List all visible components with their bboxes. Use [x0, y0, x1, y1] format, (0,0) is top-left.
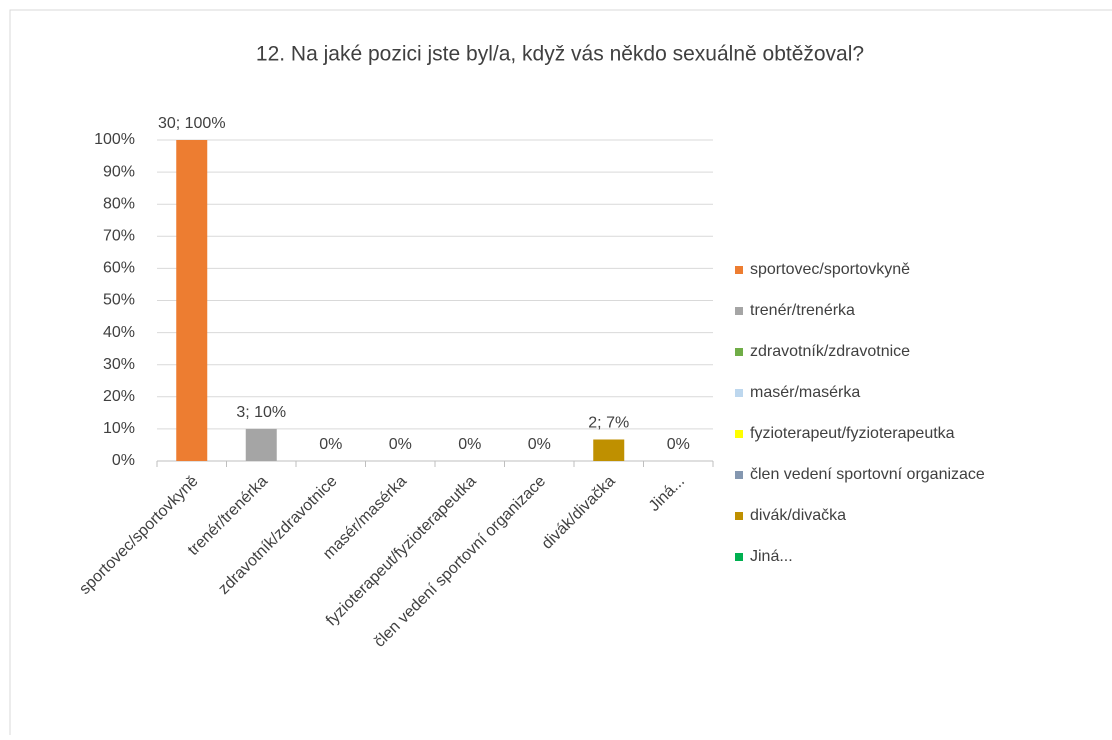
- y-tick-label: 20%: [103, 388, 135, 405]
- y-tick-label: 30%: [103, 356, 135, 373]
- bar: [245, 428, 277, 461]
- y-tick-label: 100%: [94, 131, 135, 148]
- y-tick-label: 40%: [103, 324, 135, 341]
- data-label: 0%: [528, 436, 551, 453]
- data-label: 0%: [667, 436, 690, 453]
- legend-swatch: [735, 348, 743, 356]
- legend-swatch: [735, 471, 743, 479]
- y-tick-label: 0%: [112, 452, 135, 469]
- legend-swatch: [735, 389, 743, 397]
- legend-label: sportovec/sportovkyně: [750, 261, 910, 278]
- legend-label: divák/divačka: [750, 507, 846, 524]
- y-tick-label: 50%: [103, 292, 135, 309]
- chart-title: 12. Na jaké pozici jste byl/a, když vás …: [256, 43, 864, 66]
- data-label: 30; 100%: [158, 115, 226, 132]
- y-tick-label: 90%: [103, 163, 135, 180]
- data-label: 3; 10%: [236, 404, 286, 421]
- legend-swatch: [735, 430, 743, 438]
- legend-label: masér/masérka: [750, 384, 860, 401]
- data-label: 0%: [458, 436, 481, 453]
- legend-swatch: [735, 307, 743, 315]
- data-label: 0%: [389, 436, 412, 453]
- bar: [176, 140, 208, 461]
- data-label: 2; 7%: [588, 415, 629, 432]
- legend-label: trenér/trenérka: [750, 302, 855, 319]
- legend-label: Jiná...: [750, 548, 793, 565]
- legend-label: člen vedení sportovní organizace: [750, 466, 985, 483]
- legend-label: fyzioterapeut/fyzioterapeutka: [750, 425, 955, 442]
- y-tick-label: 70%: [103, 228, 135, 245]
- data-label: 0%: [319, 436, 342, 453]
- legend-swatch: [735, 512, 743, 520]
- bar: [593, 439, 625, 461]
- y-tick-label: 10%: [103, 420, 135, 437]
- legend-swatch: [735, 553, 743, 561]
- legend-swatch: [735, 266, 743, 274]
- y-tick-label: 60%: [103, 260, 135, 277]
- legend-label: zdravotník/zdravotnice: [750, 343, 910, 360]
- y-tick-label: 80%: [103, 195, 135, 212]
